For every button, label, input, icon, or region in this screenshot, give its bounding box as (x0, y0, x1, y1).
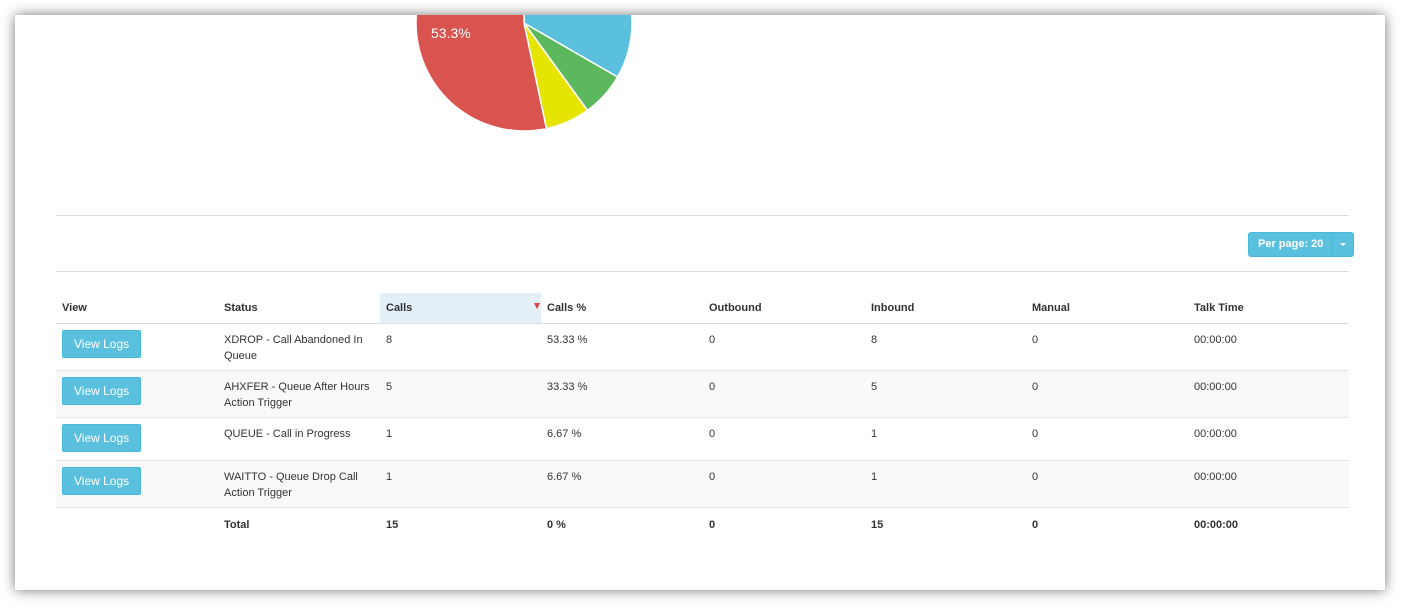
view-cell: View Logs (56, 460, 218, 508)
status-cell: WAITTO - Queue Drop Call Action Trigger (218, 460, 380, 508)
pie-chart-svg (415, 15, 633, 132)
table-header-row: View Status Calls Calls % Outbound Inbou… (56, 293, 1349, 324)
view-cell: View Logs (56, 370, 218, 418)
calls-percent-cell: 53.33 % (541, 323, 703, 371)
outbound-cell: 0 (703, 417, 865, 461)
calls-cell: 5 (380, 370, 541, 418)
total-talk-time: 00:00:00 (1194, 519, 1239, 531)
header-inbound[interactable]: Inbound (865, 293, 1026, 324)
report-window: 53.3% Per page: 20 View Status Calls Cal… (15, 15, 1385, 590)
inbound-cell: 5 (865, 370, 1026, 418)
manual-cell: 0 (1026, 460, 1188, 508)
total-outbound: 0 (709, 519, 716, 531)
total-label: Total (224, 519, 250, 531)
total-calls-percent: 0 % (547, 519, 566, 531)
talk-time-cell: 00:00:00 (1188, 323, 1349, 371)
view-cell: View Logs (56, 323, 218, 371)
caret-down-icon[interactable] (1332, 233, 1353, 256)
calls-cell: 1 (380, 417, 541, 461)
manual-cell: 0 (1026, 323, 1188, 371)
table-row: View Logs XDROP - Call Abandoned In Queu… (56, 323, 1349, 371)
total-inbound: 15 (871, 519, 884, 531)
calls-cell: 1 (380, 460, 541, 508)
view-logs-button[interactable]: View Logs (62, 424, 142, 452)
view-logs-button[interactable]: View Logs (62, 377, 142, 405)
manual-cell: 0 (1026, 370, 1188, 418)
pie-slice-ahxfer[interactable] (523, 15, 633, 79)
total-calls: 15 (386, 519, 399, 531)
status-cell: AHXFER - Queue After Hours Action Trigge… (218, 370, 380, 418)
talk-time-cell: 00:00:00 (1188, 370, 1349, 418)
header-manual[interactable]: Manual (1026, 293, 1188, 324)
pie-slice-xdrop[interactable] (415, 15, 548, 132)
toolbar-divider (56, 271, 1349, 272)
outbound-cell: 0 (703, 370, 865, 418)
view-cell: View Logs (56, 417, 218, 461)
per-page-label[interactable]: Per page: 20 (1258, 238, 1324, 250)
per-page-dropdown[interactable]: Per page: 20 (1248, 232, 1355, 257)
status-cell: XDROP - Call Abandoned In Queue (218, 323, 380, 371)
inbound-cell: 8 (865, 323, 1026, 371)
talk-time-cell: 00:00:00 (1188, 417, 1349, 461)
header-outbound[interactable]: Outbound (703, 293, 865, 324)
pie-data-label: 53.3% (431, 25, 471, 41)
total-row: Total 15 0 % 0 15 0 00:00:00 (56, 508, 1349, 540)
header-calls-percent[interactable]: Calls % (541, 293, 703, 324)
table-row: View Logs WAITTO - Queue Drop Call Actio… (56, 460, 1349, 508)
total-manual: 0 (1032, 519, 1039, 531)
calls-cell: 8 (380, 323, 541, 371)
calls-percent-cell: 6.67 % (541, 417, 703, 461)
pie-chart: 53.3% (15, 15, 1385, 200)
status-cell: QUEUE - Call in Progress (218, 417, 380, 461)
manual-cell: 0 (1026, 417, 1188, 461)
section-divider (56, 215, 1349, 216)
table-row: View Logs AHXFER - Queue After Hours Act… (56, 370, 1349, 418)
header-calls-label[interactable]: Calls (386, 302, 413, 314)
talk-time-cell: 00:00:00 (1188, 460, 1349, 508)
calls-percent-cell: 6.67 % (541, 460, 703, 508)
view-logs-button[interactable]: View Logs (62, 330, 142, 358)
total-empty-cell (56, 508, 218, 540)
outbound-cell: 0 (703, 460, 865, 508)
calls-percent-cell: 33.33 % (541, 370, 703, 418)
table-row: View Logs QUEUE - Call in Progress 1 6.6… (56, 417, 1349, 461)
header-status[interactable]: Status (218, 293, 380, 324)
header-view[interactable]: View (56, 293, 218, 324)
view-logs-button[interactable]: View Logs (62, 467, 142, 495)
header-calls[interactable]: Calls (380, 293, 541, 324)
sort-desc-icon[interactable] (534, 303, 540, 309)
header-talk-time[interactable]: Talk Time (1188, 293, 1349, 324)
inbound-cell: 1 (865, 417, 1026, 461)
outbound-cell: 0 (703, 323, 865, 371)
inbound-cell: 1 (865, 460, 1026, 508)
status-table: View Status Calls Calls % Outbound Inbou… (56, 293, 1349, 539)
